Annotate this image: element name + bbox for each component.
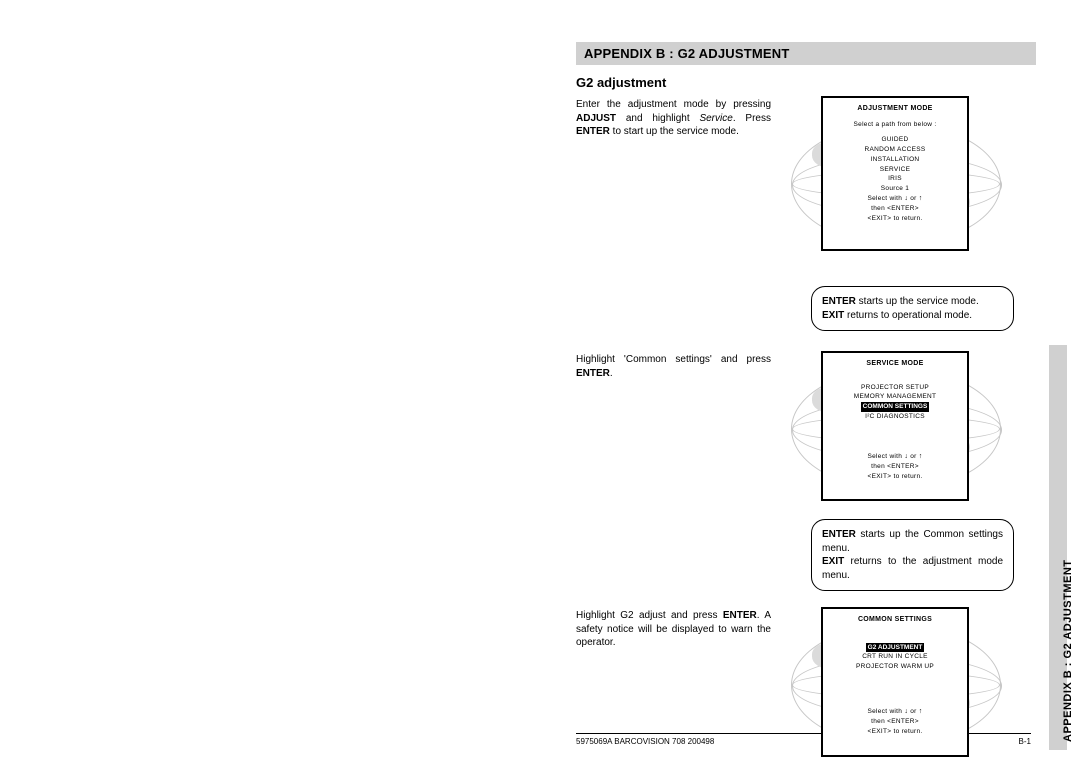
footer-page-num: B-1 [1019,737,1031,746]
note-enter-exit-2: ENTER starts up the Common settings menu… [811,519,1014,591]
footer-doc-id: 5975069A BARCOVISION 708 200498 [576,737,714,746]
step2-text: Highlight 'Common settings' and press EN… [576,353,771,511]
step1-text: Enter the adjustment mode by pressing AD… [576,98,771,278]
side-tab: APPENDIX B : G2 ADJUSTMENT [1049,345,1067,750]
note-enter-exit-1: ENTER starts up the service mode. EXIT r… [811,286,1014,331]
menu-common-settings: COMMON SETTINGS G2 ADJUSTMENT CRT RUN IN… [821,607,969,757]
appendix-header: APPENDIX B : G2 ADJUSTMENT [576,42,1036,65]
side-tab-label: APPENDIX B : G2 ADJUSTMENT [1062,559,1074,742]
menu-adjustment-mode: ADJUSTMENT MODE Select a path from below… [821,96,969,251]
menu-service-mode: SERVICE MODE PROJECTOR SETUP MEMORY MANA… [821,351,969,501]
section-title: G2 adjustment [576,75,1026,90]
